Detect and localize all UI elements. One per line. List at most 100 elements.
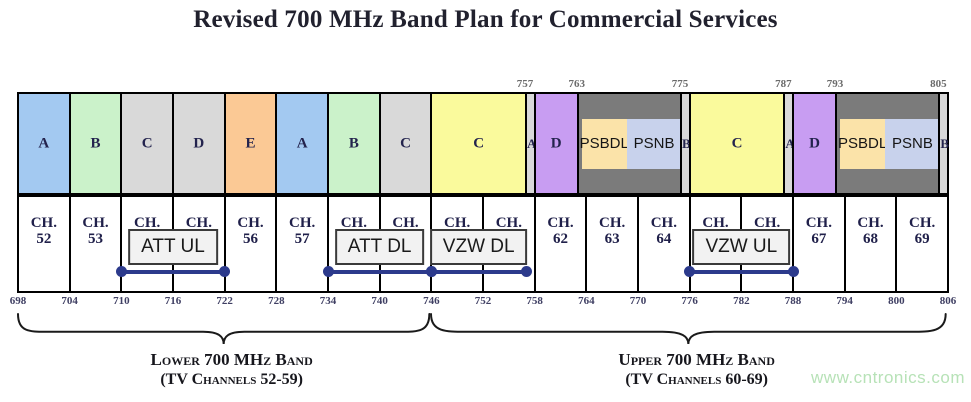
channel-label: CH. 68	[857, 215, 884, 247]
operator-label-box: ATT UL	[128, 229, 218, 265]
freq-label-bottom: 716	[164, 295, 182, 307]
freq-label-top: 775	[671, 78, 689, 90]
freq-label-bottom: 776	[681, 295, 698, 307]
freq-label-bottom: 758	[526, 295, 543, 307]
channel-label: CH. 63	[599, 215, 626, 247]
freq-label-top: 757	[516, 78, 534, 90]
channel-label: CH. 69	[909, 215, 936, 247]
band-block: D	[533, 92, 579, 195]
block-letter: C	[473, 135, 485, 151]
block-letter: A	[38, 135, 50, 151]
page-title: Revised 700 MHz Band Plan for Commercial…	[193, 6, 778, 33]
channel-cell: CH. 53	[68, 195, 123, 293]
block-letter: B	[940, 135, 950, 151]
pairing-line-dot	[787, 266, 799, 277]
freq-label-bottom: 740	[371, 295, 388, 307]
freq-label-bottom: 794	[836, 295, 853, 307]
band-block: PSB DL PSNB	[576, 92, 683, 195]
freq-label-bottom: 728	[268, 295, 285, 307]
freq-label-top: 787	[775, 78, 792, 90]
freq-label-bottom: 752	[474, 295, 492, 307]
channel-label: CH. 57	[289, 215, 316, 247]
brace-caption: Upper 700 MHz Band (TV Channels 60-69)	[547, 350, 847, 390]
freq-label-bottom: 764	[578, 295, 595, 307]
freq-label-bottom: 800	[888, 295, 905, 307]
ps-inner-block: PSB DL	[580, 118, 629, 169]
spectrum-pairing-line	[327, 270, 431, 274]
spectrum-pairing-line	[688, 270, 792, 274]
brace-caption: Lower 700 MHz Band (TV Channels 52-59)	[82, 350, 382, 390]
freq-label-bottom: 734	[319, 295, 337, 307]
freq-label-bottom: 782	[733, 295, 750, 307]
channel-cell: CH. 62	[533, 195, 588, 293]
band-block: B	[938, 92, 949, 195]
ps-inner-block: PSB DL	[838, 118, 887, 169]
block-letter: B	[90, 135, 101, 151]
freq-label-bottom: 770	[629, 295, 647, 307]
channel-cell: CH. 64	[637, 195, 691, 293]
pairing-line-dot	[425, 266, 437, 277]
freq-label-bottom: 722	[216, 295, 233, 307]
pairing-line-dot	[115, 266, 127, 277]
block-letter: C	[400, 135, 411, 151]
freq-label-bottom: 704	[61, 295, 78, 307]
ps-inner-block: PSNB	[884, 118, 939, 169]
channel-label: CH. 62	[547, 215, 574, 247]
operator-label-box: VZW DL	[429, 229, 528, 265]
channel-cell: CH. 52	[17, 195, 71, 293]
block-letter: C	[731, 135, 743, 151]
channel-label: CH. 53	[82, 215, 109, 247]
operator-label-box: ATT DL	[334, 229, 425, 265]
freq-label-top: 805	[930, 78, 947, 90]
band-block: B	[68, 92, 123, 195]
freq-label-bottom: 806	[939, 295, 957, 307]
channel-label: CH. 52	[30, 215, 57, 247]
band-block: C	[430, 92, 528, 195]
freq-label-bottom: 746	[423, 295, 440, 307]
pairing-line-dot	[322, 266, 334, 277]
channel-cell: CH. 69	[895, 195, 949, 293]
channel-cell: CH. 56	[223, 195, 278, 293]
block-letter: D	[809, 135, 820, 151]
brace-caption-line2: (TV Channels 60-69)	[625, 371, 768, 388]
band-block: A	[17, 92, 71, 195]
spectrum-pairing-line	[120, 270, 224, 274]
block-letter: A	[296, 135, 308, 151]
band-block: PSB DL PSNB	[835, 92, 941, 195]
channel-cell: CH. 67	[792, 195, 846, 293]
freq-label-bottom: 698	[9, 295, 27, 307]
band-plan-chart: 757 763 775 787 793 805 A B C D E A B C C A D PSB DL PSNB B C…	[10, 78, 957, 402]
block-letter: A	[527, 135, 537, 151]
block-letter: B	[682, 135, 691, 151]
watermark: www.cntronics.com	[811, 368, 965, 387]
block-letter: E	[245, 135, 256, 151]
block-letter: A	[785, 135, 795, 151]
channel-label: CH. 56	[237, 215, 264, 247]
channel-label: CH. 67	[805, 215, 832, 247]
band-block: C	[120, 92, 174, 195]
block-letter: B	[348, 135, 359, 151]
brace-caption-line1: Upper 700 MHz Band	[618, 350, 775, 369]
block-letter: D	[193, 135, 205, 151]
freq-label-top: 793	[826, 78, 844, 90]
block-letter: C	[141, 135, 153, 151]
pairing-line-dot	[684, 266, 696, 277]
pairing-line-dot	[520, 266, 532, 277]
freq-label-top: 763	[568, 78, 585, 90]
band-block: C	[378, 92, 433, 195]
band-block: D	[792, 92, 838, 195]
band-block: A	[275, 92, 329, 195]
freq-label-bottom: 788	[784, 295, 802, 307]
band-block: B	[327, 92, 381, 195]
block-letter: D	[550, 135, 562, 151]
brace-caption-line1: Lower 700 MHz Band	[150, 350, 313, 369]
freq-label-bottom: 710	[113, 295, 130, 307]
spectrum-pairing-line	[430, 270, 526, 274]
band-block: C	[688, 92, 786, 195]
brace-caption-line2: (TV Channels 52-59)	[160, 371, 303, 388]
pairing-line-dot	[219, 266, 231, 277]
band-brace	[430, 313, 947, 345]
channel-cell: CH. 57	[275, 195, 329, 293]
band-brace	[17, 313, 431, 345]
